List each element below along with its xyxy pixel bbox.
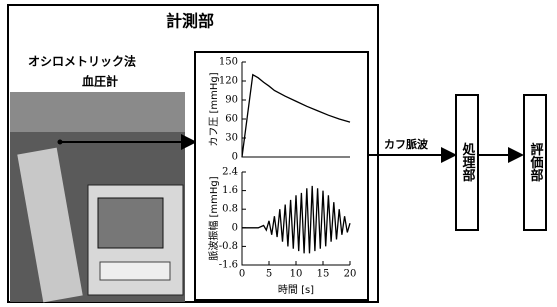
x-tick-label: 5 bbox=[266, 269, 272, 280]
y-tick-label: 120 bbox=[219, 76, 238, 87]
y-axis-label: カフ圧 [mmHg] bbox=[208, 72, 220, 146]
x-tick-label: 20 bbox=[344, 269, 357, 280]
y-tick-label: 90 bbox=[225, 95, 238, 106]
y-tick-label: 30 bbox=[225, 133, 238, 144]
x-tick-label: 10 bbox=[290, 269, 303, 280]
x-tick-label: 15 bbox=[317, 269, 330, 280]
arrow-start bbox=[58, 140, 63, 145]
x-tick-label: 0 bbox=[239, 269, 245, 280]
x-axis-label: 時間 [s] bbox=[278, 284, 314, 296]
y-tick-label: 2.4 bbox=[222, 167, 238, 178]
y-tick-label: -0.8 bbox=[219, 241, 238, 252]
device-label: オシロメトリック法 bbox=[28, 54, 136, 69]
device-label: 血圧計 bbox=[82, 74, 118, 89]
y-tick-label: -1.6 bbox=[219, 260, 238, 271]
y-axis-label: 脈波振幅 [mmHg] bbox=[207, 176, 220, 260]
y-tick-label: 1.6 bbox=[222, 185, 238, 196]
block-label: 処理部 bbox=[460, 142, 477, 183]
y-tick-label: 0.8 bbox=[222, 204, 238, 215]
y-tick-label: 0 bbox=[232, 222, 238, 233]
device-photo bbox=[10, 92, 185, 302]
y-tick-label: 60 bbox=[225, 114, 238, 125]
signal-label: カフ脈波 bbox=[384, 137, 429, 151]
block-label: 評価部 bbox=[528, 142, 545, 183]
y-tick-label: 0 bbox=[232, 152, 238, 163]
title: 計測部 bbox=[166, 12, 214, 31]
y-tick-label: 150 bbox=[219, 57, 238, 68]
diagram: 計測部 オシロメトリック法 血圧計 カフ脈波 処理部 評価部 0 30 60 90 12… bbox=[0, 0, 557, 307]
